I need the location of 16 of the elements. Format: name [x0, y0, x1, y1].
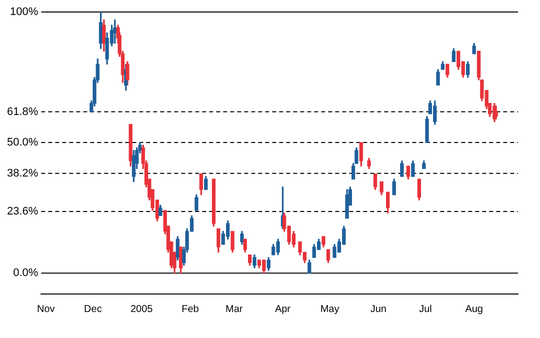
y-tick-label: 100%	[10, 6, 38, 18]
y-tick-label: 23.6%	[6, 206, 38, 218]
x-tick-label: Jul	[419, 304, 432, 315]
x-tick-label: Dec	[84, 304, 102, 315]
x-tick-label: Jun	[370, 304, 386, 315]
x-tick-label: Mar	[225, 304, 244, 315]
x-tick-label: Aug	[465, 304, 483, 315]
y-tick-label: 0.0%	[13, 267, 38, 280]
x-tick-label: Nov	[36, 304, 55, 315]
x-tick-label: Apr	[274, 304, 292, 315]
x-tick-label: 2005	[130, 304, 154, 315]
y-tick-label: 61.8%	[6, 106, 38, 118]
x-tick-label: Feb	[182, 304, 200, 315]
x-tick-label: May	[320, 304, 340, 315]
y-tick-label: 50.0%	[6, 136, 38, 149]
y-tick-label: 38.2%	[6, 167, 38, 180]
